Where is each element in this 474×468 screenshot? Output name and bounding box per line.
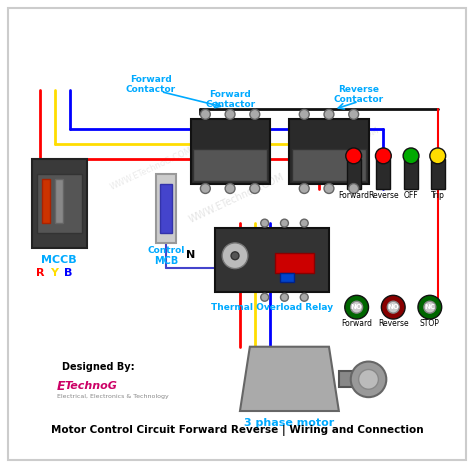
Bar bbox=[32, 159, 87, 248]
Circle shape bbox=[359, 369, 378, 389]
Text: 3 phase motor: 3 phase motor bbox=[244, 418, 335, 428]
Circle shape bbox=[349, 110, 359, 119]
Circle shape bbox=[324, 183, 334, 193]
Text: Reverse
Contactor: Reverse Contactor bbox=[334, 85, 383, 104]
Text: NO: NO bbox=[351, 304, 363, 310]
Text: NC: NC bbox=[424, 304, 435, 310]
Text: E: E bbox=[57, 380, 65, 393]
Text: Thermal Overload Relay: Thermal Overload Relay bbox=[210, 303, 333, 312]
Circle shape bbox=[201, 183, 210, 193]
Circle shape bbox=[424, 301, 436, 313]
Circle shape bbox=[324, 110, 334, 119]
Bar bbox=[347, 159, 361, 189]
Circle shape bbox=[349, 183, 359, 193]
Text: STOP: STOP bbox=[420, 320, 440, 329]
Bar bbox=[404, 159, 418, 189]
Circle shape bbox=[418, 295, 442, 319]
Polygon shape bbox=[240, 347, 339, 411]
Text: NO: NO bbox=[387, 304, 399, 310]
Text: R: R bbox=[36, 268, 45, 278]
Text: B: B bbox=[64, 268, 72, 278]
Circle shape bbox=[231, 252, 239, 260]
Bar bbox=[191, 119, 270, 183]
Bar bbox=[156, 174, 176, 243]
Text: Reverse: Reverse bbox=[378, 320, 409, 329]
Bar bbox=[376, 159, 390, 189]
Circle shape bbox=[430, 148, 446, 164]
Circle shape bbox=[382, 295, 405, 319]
Circle shape bbox=[299, 110, 309, 119]
Bar bbox=[37, 174, 82, 233]
Circle shape bbox=[250, 110, 260, 119]
Text: MCCB: MCCB bbox=[41, 255, 77, 265]
Text: WWW.ETechnoG.COM: WWW.ETechnoG.COM bbox=[109, 146, 193, 192]
Text: Forward
Contactor: Forward Contactor bbox=[205, 90, 255, 109]
Text: Y: Y bbox=[50, 268, 58, 278]
Circle shape bbox=[375, 148, 391, 164]
Text: Reverse: Reverse bbox=[368, 191, 399, 200]
Circle shape bbox=[281, 293, 288, 301]
Bar bbox=[193, 149, 267, 181]
Circle shape bbox=[225, 183, 235, 193]
Bar bbox=[274, 253, 314, 272]
Circle shape bbox=[387, 301, 399, 313]
Circle shape bbox=[225, 110, 235, 119]
Circle shape bbox=[301, 219, 308, 227]
Bar bbox=[160, 183, 172, 233]
Circle shape bbox=[261, 219, 269, 227]
Circle shape bbox=[403, 148, 419, 164]
Bar bbox=[431, 159, 445, 189]
Circle shape bbox=[250, 183, 260, 193]
Text: Forward
Contactor: Forward Contactor bbox=[126, 75, 176, 95]
Bar bbox=[55, 179, 63, 223]
Text: N: N bbox=[186, 250, 195, 260]
Text: MCB: MCB bbox=[154, 256, 178, 266]
Circle shape bbox=[281, 219, 288, 227]
Bar bbox=[290, 119, 368, 183]
Circle shape bbox=[201, 110, 210, 119]
Text: Motor Control Circuit Forward Reverse | Wiring and Connection: Motor Control Circuit Forward Reverse | … bbox=[51, 425, 423, 436]
Text: Control: Control bbox=[147, 246, 184, 256]
Text: Designed By:: Designed By: bbox=[62, 361, 135, 372]
Bar bbox=[339, 372, 368, 388]
Bar bbox=[215, 228, 329, 292]
Text: OFF: OFF bbox=[404, 191, 419, 200]
Circle shape bbox=[346, 148, 362, 164]
Text: TechnoG: TechnoG bbox=[65, 381, 118, 391]
Circle shape bbox=[351, 301, 363, 313]
Text: WWW.ETechnoG.COM: WWW.ETechnoG.COM bbox=[296, 126, 382, 172]
Bar bbox=[280, 272, 294, 283]
Circle shape bbox=[261, 293, 269, 301]
Circle shape bbox=[222, 243, 248, 269]
Text: Trip: Trip bbox=[431, 191, 445, 200]
Text: Forward: Forward bbox=[338, 191, 369, 200]
Bar bbox=[42, 179, 50, 223]
Circle shape bbox=[345, 295, 368, 319]
Text: Electrical, Electronics & Technology: Electrical, Electronics & Technology bbox=[57, 394, 169, 399]
Circle shape bbox=[351, 362, 386, 397]
Circle shape bbox=[301, 293, 308, 301]
Text: WWW.ETechnoG.COM: WWW.ETechnoG.COM bbox=[188, 172, 286, 225]
Bar bbox=[292, 149, 365, 181]
Circle shape bbox=[299, 183, 309, 193]
Text: Forward: Forward bbox=[341, 320, 372, 329]
